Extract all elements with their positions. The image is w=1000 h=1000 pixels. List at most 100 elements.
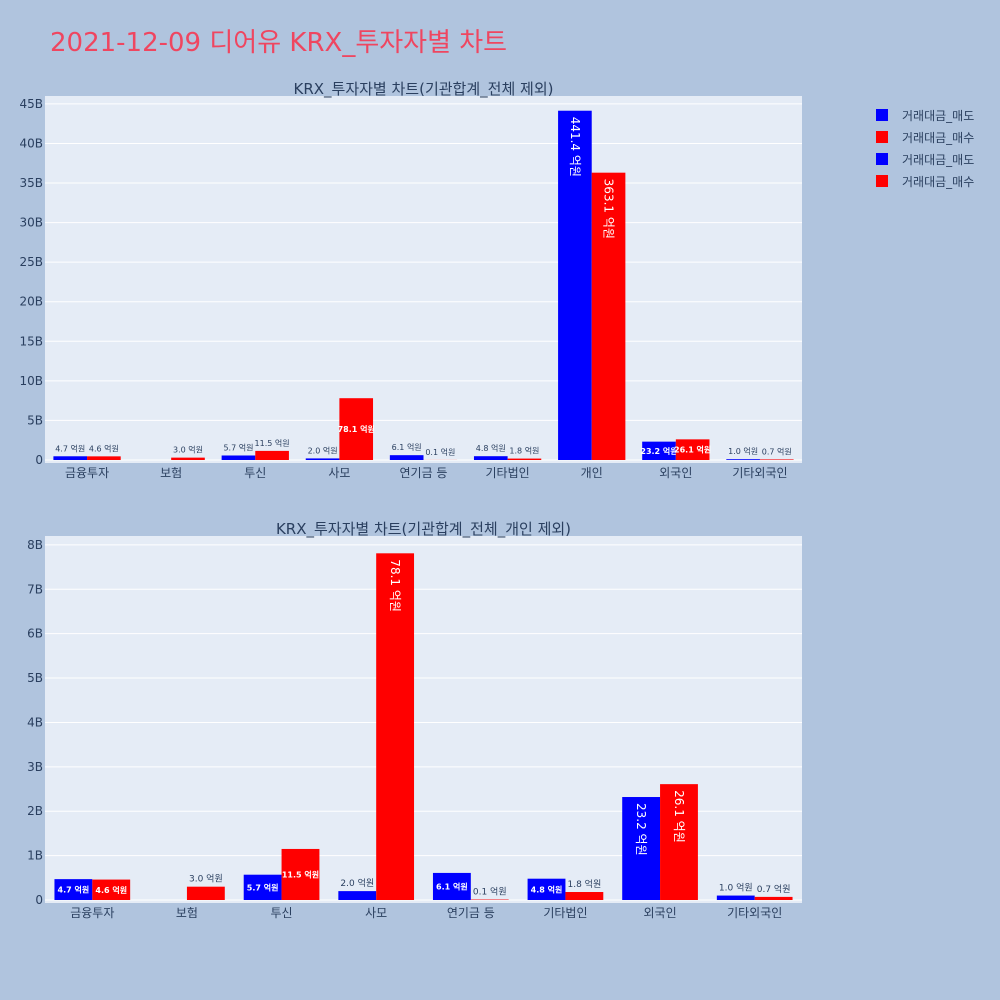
legend-swatch	[876, 153, 888, 165]
data-label: 6.1 억원	[392, 442, 422, 452]
bar	[54, 879, 93, 900]
x-tick-label: 외국인	[644, 906, 677, 920]
data-label: 6.1 억원	[436, 881, 468, 891]
data-label: 26.1 억원	[672, 790, 686, 843]
x-tick-label: 보험	[176, 906, 198, 920]
x-tick-label: 외국인	[659, 466, 692, 480]
bar	[186, 886, 225, 900]
x-tick-label: 개인	[581, 466, 603, 480]
y-tick-label: 10B	[19, 374, 43, 388]
bar	[389, 455, 424, 460]
legend-item-sell-1[interactable]: 거래대금_매도	[870, 104, 974, 126]
y-tick-label: 8B	[27, 538, 43, 552]
y-tick-label: 20B	[19, 295, 43, 309]
bar	[255, 450, 289, 460]
data-label: 2.0 억원	[308, 445, 338, 455]
legend-item-buy-1[interactable]: 거래대금_매수	[870, 126, 974, 148]
legend-swatch	[876, 175, 888, 187]
data-label: 78.1 억원	[388, 559, 402, 612]
data-label: 4.7 억원	[55, 443, 85, 453]
data-label: 1.8 억원	[567, 878, 601, 890]
y-tick-label: 0	[35, 453, 43, 467]
data-label: 11.5 억원	[255, 438, 290, 448]
legend-item-sell-2[interactable]: 거래대금_매도	[870, 148, 974, 170]
y-tick-label: 7B	[27, 582, 43, 596]
bar	[660, 784, 698, 900]
data-label: 23.2 억원	[640, 446, 677, 456]
y-tick-label: 1B	[27, 849, 43, 863]
plot-area	[45, 96, 802, 463]
legend-item-buy-2[interactable]: 거래대금_매수	[870, 170, 974, 192]
bar	[92, 879, 131, 900]
chart-title: KRX_투자자별 차트(기관합계_전체 제외)	[294, 80, 554, 99]
bar	[507, 458, 542, 460]
data-label: 26.1 억원	[674, 445, 711, 455]
legend-swatch	[876, 131, 888, 143]
data-label: 78.1 억원	[338, 424, 375, 434]
y-tick-label: 3B	[27, 760, 43, 774]
x-tick-label: 투신	[244, 466, 266, 480]
bar	[759, 459, 794, 460]
data-label: 4.8 억원	[531, 884, 563, 894]
bar	[87, 456, 121, 460]
data-label: 0.7 억원	[762, 446, 792, 456]
y-tick-label: 25B	[19, 255, 43, 269]
legend: 거래대금_매도 거래대금_매수 거래대금_매도 거래대금_매수	[870, 104, 974, 192]
legend-label: 거래대금_매수	[902, 174, 975, 189]
bar	[171, 457, 205, 460]
data-label: 363.1 억원	[602, 179, 616, 239]
data-label: 1.0 억원	[719, 882, 753, 894]
data-label: 23.2 억원	[634, 803, 648, 856]
bar	[558, 110, 592, 460]
x-tick-label: 금융투자	[70, 906, 114, 920]
y-tick-label: 15B	[19, 334, 43, 348]
data-label: 4.6 억원	[95, 885, 127, 895]
page-title: 2021-12-09 디어유 KRX_투자자별 차트	[50, 28, 508, 58]
bar	[432, 872, 471, 900]
bar	[221, 455, 256, 460]
x-tick-label: 투신	[271, 906, 293, 920]
y-tick-label: 0	[35, 893, 43, 907]
bar	[622, 797, 661, 900]
x-tick-label: 보험	[160, 466, 182, 480]
data-label: 0.1 억원	[473, 886, 507, 898]
data-label: 4.6 억원	[89, 443, 119, 453]
bar	[565, 892, 604, 900]
x-tick-label: 연기금 등	[400, 466, 448, 480]
data-label: 1.8 억원	[509, 446, 539, 456]
y-tick-label: 5B	[27, 413, 43, 427]
bar	[726, 459, 760, 460]
bar	[338, 891, 377, 900]
bar	[675, 439, 710, 460]
data-label: 5.7 억원	[223, 442, 253, 452]
x-tick-label: 금융투자	[65, 466, 109, 480]
bar	[642, 441, 676, 460]
data-label: 3.0 억원	[189, 873, 223, 885]
bar	[305, 458, 340, 460]
x-tick-label: 사모	[365, 906, 387, 920]
bar	[754, 896, 793, 900]
bar	[339, 398, 374, 460]
data-label: 0.7 억원	[757, 883, 791, 895]
bar	[591, 172, 626, 460]
data-label: 441.4 억원	[568, 117, 582, 177]
x-tick-label: 기타외국인	[727, 906, 782, 920]
legend-label: 거래대금_매도	[902, 108, 975, 123]
y-tick-label: 6B	[27, 627, 43, 641]
data-label: 2.0 억원	[340, 877, 374, 889]
y-tick-label: 40B	[19, 136, 43, 150]
data-label: 1.0 억원	[728, 446, 758, 456]
bar	[376, 553, 415, 900]
data-label: 5.7 억원	[247, 882, 279, 892]
data-label: 4.7 억원	[58, 885, 90, 895]
y-tick-label: 45B	[19, 97, 43, 111]
data-label: 11.5 억원	[282, 869, 319, 879]
bar	[716, 895, 755, 900]
x-tick-label: 기타외국인	[732, 466, 787, 480]
x-tick-label: 연기금 등	[447, 906, 495, 920]
legend-label: 거래대금_매도	[902, 152, 975, 167]
x-tick-label: 기타법인	[543, 906, 587, 920]
bar	[527, 878, 566, 900]
y-tick-label: 2B	[27, 804, 43, 818]
